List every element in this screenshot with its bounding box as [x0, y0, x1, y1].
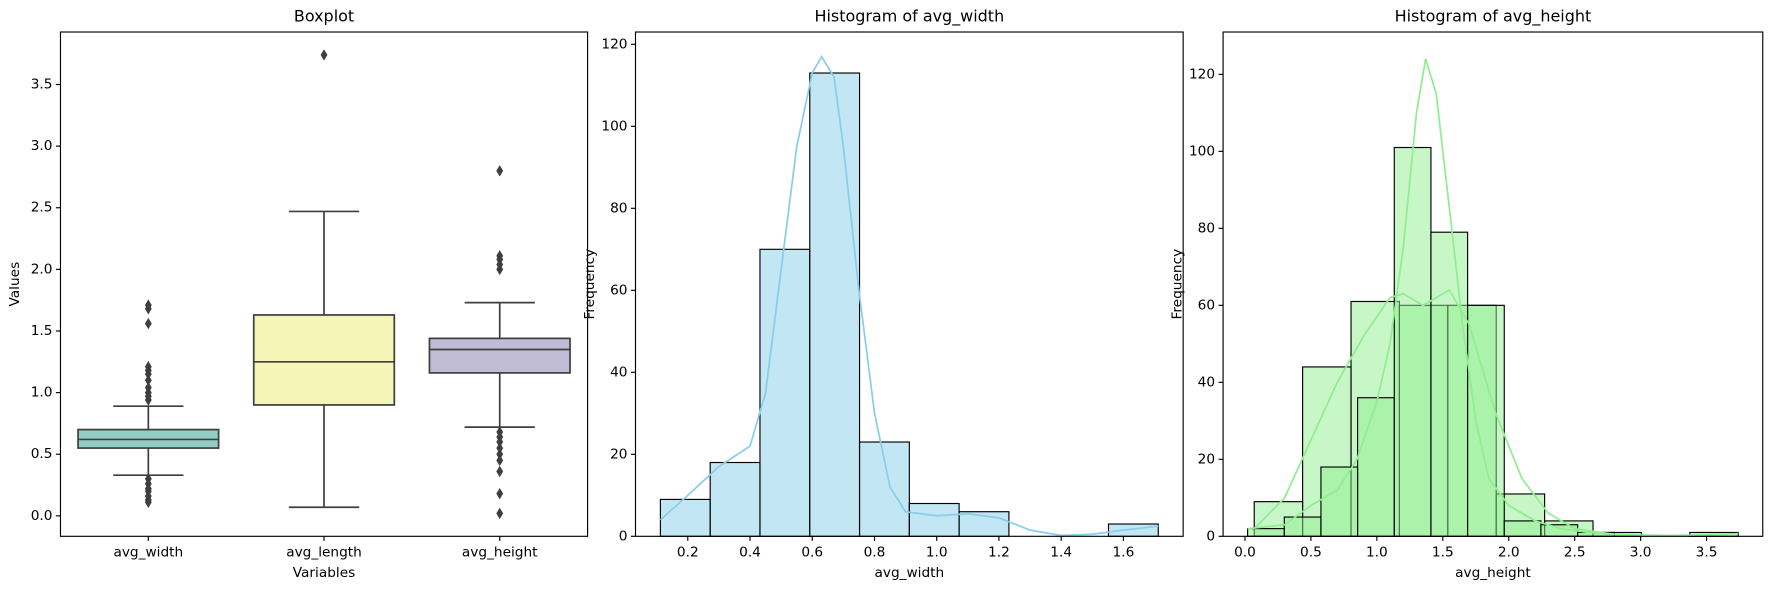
- y-tick-label: 0: [1206, 528, 1215, 544]
- outlier: [144, 303, 152, 315]
- outlier: [496, 465, 504, 478]
- outlier: [496, 263, 504, 276]
- histogram-bar: [759, 248, 811, 537]
- x-tick-label: 1.4: [1050, 544, 1072, 560]
- y-tick-label: 3.5: [31, 77, 53, 93]
- x-tick-label: 1.6: [1113, 544, 1135, 560]
- plot-frame: [634, 31, 1184, 537]
- x-tick-label: 2.0: [1498, 544, 1520, 560]
- y-tick-label: 2.0: [31, 261, 53, 277]
- x-tick-label: 0.8: [864, 544, 886, 560]
- histogram-bar: [908, 502, 960, 537]
- x-tick-label: 0.4: [739, 544, 761, 560]
- histogram-bar: [1320, 466, 1359, 537]
- y-tick-label: 0.5: [31, 446, 53, 462]
- y-tick-label: 40: [1198, 374, 1215, 390]
- kde-line: [1247, 58, 1615, 536]
- x-tick-label: 0.2: [677, 544, 699, 560]
- histogram-bar: [1247, 528, 1285, 537]
- outlier: [496, 165, 504, 177]
- outlier: [144, 368, 152, 380]
- kde-line: [1253, 288, 1739, 537]
- x-tick-label: 3.0: [1630, 544, 1652, 560]
- histogram-bar: [1393, 146, 1432, 537]
- y-tick-label: 1.0: [31, 385, 53, 401]
- outlier: [496, 442, 504, 454]
- y-tick-label: 120: [601, 36, 627, 52]
- histogram-bar: [1430, 231, 1469, 537]
- y-tick-label: 120: [1189, 66, 1215, 82]
- x-tick-label: 0.5: [1300, 544, 1322, 560]
- outlier: [496, 487, 504, 500]
- subplot: Histogram of avg_width avg_width Frequency…: [582, 7, 1184, 581]
- x-tick-label: 2.5: [1564, 544, 1586, 560]
- subplot: Histogram of avg_height avg_height Frequen…: [1169, 7, 1764, 581]
- x-tick-label: avg_width: [113, 544, 183, 560]
- plot-frame: [1222, 31, 1764, 537]
- outlier: [144, 394, 152, 406]
- x-tick-label: 1.2: [988, 544, 1010, 560]
- y-tick-label: 60: [1198, 297, 1215, 313]
- histogram-bar: [858, 441, 910, 537]
- chart-title: Boxplot: [294, 7, 354, 26]
- chart-title: Histogram of avg_height: [1395, 7, 1592, 27]
- x-tick-label: 1.0: [1366, 544, 1388, 560]
- x-tick-label: avg_length: [286, 544, 362, 560]
- y-axis-label: Frequency: [1169, 249, 1185, 320]
- outlier: [496, 436, 504, 448]
- x-tick-label: 0.0: [1234, 544, 1256, 560]
- plot-frame: [59, 31, 589, 537]
- y-axis-label: Values: [7, 262, 23, 307]
- x-tick-label: 1.5: [1432, 544, 1454, 560]
- histogram-bar: [1107, 523, 1159, 537]
- y-tick-label: 1.5: [31, 323, 53, 339]
- y-tick-label: 80: [1198, 220, 1215, 236]
- histogram-bar: [709, 461, 761, 537]
- x-axis-label: avg_width: [874, 565, 944, 581]
- histogram-bar: [1503, 520, 1542, 537]
- x-tick-label: 3.5: [1696, 544, 1718, 560]
- outlier: [496, 448, 504, 460]
- box: [252, 314, 396, 406]
- outlier: [144, 317, 152, 330]
- outlier: [320, 49, 328, 61]
- y-tick-label: 0.0: [31, 508, 53, 524]
- chart-title: Histogram of avg_width: [814, 7, 1004, 27]
- y-tick-label: 0: [619, 528, 628, 544]
- outlier: [496, 454, 504, 467]
- x-tick-label: 1.0: [926, 544, 948, 560]
- y-tick-label: 20: [1198, 451, 1215, 467]
- box: [428, 337, 571, 374]
- histogram-bar: [1357, 397, 1395, 537]
- kde-line: [659, 54, 1159, 537]
- histogram-bar: [1467, 304, 1505, 537]
- x-tick-label: 0.6: [801, 544, 823, 560]
- outlier: [144, 374, 152, 386]
- x-axis-label: Variables: [293, 565, 356, 581]
- y-tick-label: 100: [601, 118, 627, 134]
- x-tick-label: avg_height: [462, 544, 538, 560]
- histogram-bar: [659, 498, 711, 537]
- y-tick-label: 2.5: [31, 200, 53, 216]
- subplot: Boxplot Variables Values 0.0 0.5 1.0 1.5 2.0 2.5…: [7, 7, 589, 581]
- histogram-bar: [809, 72, 861, 537]
- y-tick-label: 40: [610, 364, 627, 380]
- y-tick-label: 80: [610, 200, 627, 216]
- x-axis-label: avg_height: [1455, 565, 1531, 581]
- y-tick-label: 20: [610, 446, 627, 462]
- y-tick-label: 3.0: [31, 138, 53, 154]
- y-tick-label: 60: [610, 282, 627, 298]
- y-tick-label: 100: [1189, 143, 1215, 159]
- outlier: [496, 507, 504, 520]
- y-axis-label: Frequency: [582, 249, 598, 320]
